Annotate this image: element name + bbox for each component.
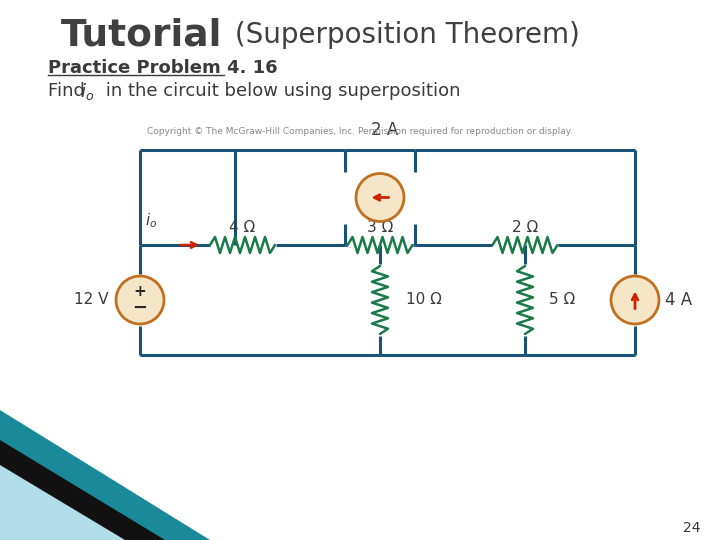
Text: 4 A: 4 A bbox=[665, 291, 692, 309]
Circle shape bbox=[356, 173, 404, 221]
Text: Copyright © The McGraw-Hill Companies, Inc. Permission required for reproduction: Copyright © The McGraw-Hill Companies, I… bbox=[147, 127, 573, 137]
Text: $i_o$: $i_o$ bbox=[80, 80, 94, 102]
Text: 2 A: 2 A bbox=[372, 121, 399, 139]
Text: Practice Problem 4. 16: Practice Problem 4. 16 bbox=[48, 59, 278, 77]
Text: Find: Find bbox=[48, 82, 91, 100]
Text: 5 Ω: 5 Ω bbox=[549, 293, 575, 307]
Text: (Superposition Theorem): (Superposition Theorem) bbox=[226, 21, 580, 49]
Text: Tutorial: Tutorial bbox=[60, 17, 222, 53]
Text: 12 V: 12 V bbox=[73, 293, 108, 307]
Polygon shape bbox=[0, 440, 165, 540]
Text: in the circuit below using superposition: in the circuit below using superposition bbox=[100, 82, 461, 100]
Text: 10 Ω: 10 Ω bbox=[406, 293, 442, 307]
Text: 4 Ω: 4 Ω bbox=[230, 219, 256, 234]
Text: −: − bbox=[132, 299, 148, 317]
Text: +: + bbox=[134, 285, 146, 300]
Text: 3 Ω: 3 Ω bbox=[366, 219, 393, 234]
Polygon shape bbox=[0, 465, 125, 540]
Circle shape bbox=[611, 276, 659, 324]
Text: $i_o$: $i_o$ bbox=[145, 212, 157, 231]
Text: 2 Ω: 2 Ω bbox=[512, 219, 538, 234]
Circle shape bbox=[116, 276, 164, 324]
Polygon shape bbox=[0, 410, 210, 540]
Text: 24: 24 bbox=[683, 521, 700, 535]
